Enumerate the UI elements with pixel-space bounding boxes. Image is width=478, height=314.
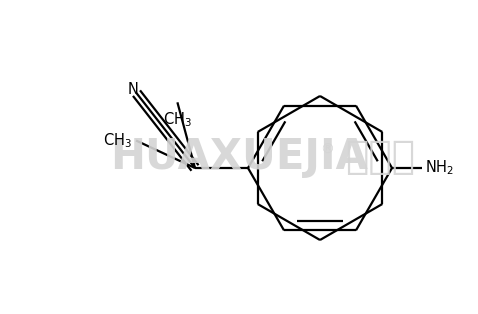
Text: ®: ®: [320, 143, 335, 157]
Text: NH$_2$: NH$_2$: [425, 159, 454, 177]
Text: CH$_3$: CH$_3$: [103, 131, 132, 150]
Text: HUAXUEJIA: HUAXUEJIA: [110, 136, 368, 178]
Text: N: N: [128, 82, 139, 97]
Text: 化学加: 化学加: [345, 138, 415, 176]
Text: CH$_3$: CH$_3$: [163, 110, 192, 129]
